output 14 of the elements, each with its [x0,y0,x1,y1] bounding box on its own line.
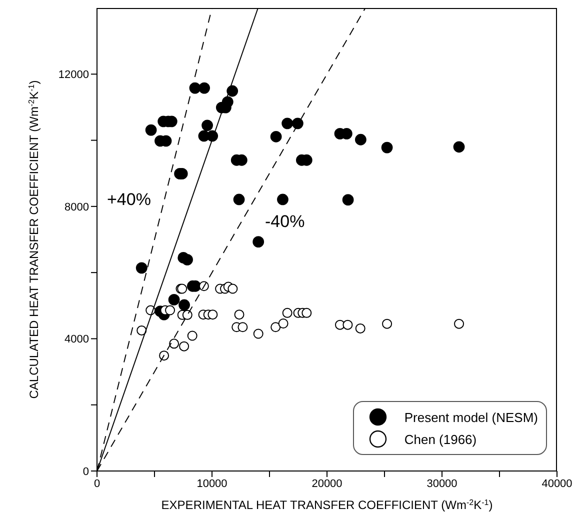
annotation: +40% [107,190,151,210]
annotation: -40% [265,212,305,232]
y-tick-label: 8000 [64,201,89,214]
y-tick-label: 12000 [58,69,89,82]
x-axis-title: EXPERIMENTAL HEAT TRANSFER COEFFICIENT (Wm$^{-2}$K$^{-1}$) [161,498,493,512]
x-tick-label: 20000 [312,478,342,490]
legend-label: Chen (1966) [404,432,477,446]
y-tick-label: 0 [82,466,89,478]
x-tick-label: 10000 [196,478,228,490]
x-tick-label: 30000 [426,478,458,490]
x-tick-label: 0 [94,478,100,490]
y-tick-label: 4000 [64,334,89,346]
legend-label: Present model (NESM) [404,410,538,424]
x-tick-label: 40000 [542,478,572,490]
